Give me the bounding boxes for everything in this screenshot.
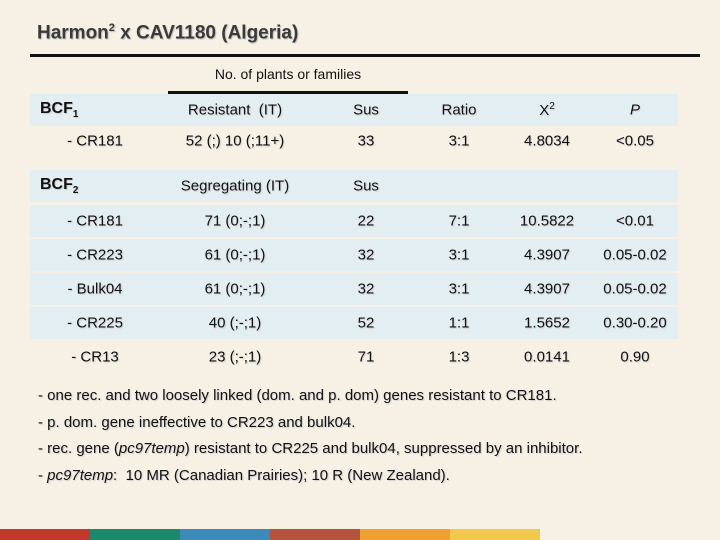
table-cell: 0.90 xyxy=(620,348,650,366)
row-label: - CR225 xyxy=(67,314,123,332)
slide-title: Harmon2 x CAV1180 (Algeria) xyxy=(37,22,298,44)
table-cell: 33 xyxy=(357,132,375,150)
footnote: - p. dom. gene ineffective to CR223 and … xyxy=(38,414,355,431)
row-label: - CR13 xyxy=(71,348,119,366)
table-cell: 0.05-0.02 xyxy=(603,280,667,298)
cell-text: X xyxy=(539,102,550,119)
cell-text: BCF xyxy=(40,175,73,193)
footnote: - rec. gene (pc97temp) resistant to CR22… xyxy=(38,440,582,457)
title-superscript: 2 xyxy=(108,22,115,34)
table-cell: 32 xyxy=(357,246,375,264)
cell-superscript: 2 xyxy=(549,101,555,112)
table-cell: Resistant (IT) xyxy=(187,101,283,119)
table-cell: 0.0141 xyxy=(524,348,570,366)
row-label: BCF2 xyxy=(40,176,78,196)
row-background xyxy=(30,205,678,237)
row-label: - CR223 xyxy=(67,246,123,264)
footnote-text: - one rec. and two loosely linked (dom. … xyxy=(38,387,557,404)
table-cell: P xyxy=(630,102,640,119)
footnote: - one rec. and two loosely linked (dom. … xyxy=(38,387,557,404)
row-background xyxy=(30,170,678,202)
table-cell: Sus xyxy=(353,177,379,195)
color-strip xyxy=(450,529,540,540)
table-cell: X2 xyxy=(539,101,555,119)
row-label: - Bulk04 xyxy=(67,280,123,298)
title-text: x CAV1180 (Algeria) xyxy=(114,22,299,44)
footnote-text: : 10 MR (Canadian Prairies); 10 R (New Z… xyxy=(113,467,450,484)
cell-text: BCF xyxy=(40,99,73,117)
footnote-term: pc97temp xyxy=(118,440,185,457)
table-cell: 22 xyxy=(357,212,375,230)
table-cell: 3:1 xyxy=(448,280,470,298)
table-cell: Ratio xyxy=(441,101,477,119)
table-cell: 71 xyxy=(357,348,375,366)
footnote-text: - xyxy=(38,467,48,484)
color-strip xyxy=(90,529,180,540)
table-cell: 40 (;-;1) xyxy=(208,314,262,332)
row-background xyxy=(30,307,678,339)
table-cell: 61 (0;-;1) xyxy=(204,280,266,298)
table-cell: 7:1 xyxy=(448,212,470,230)
table-cell: 61 (0;-;1) xyxy=(204,246,266,264)
table-cell: <0.01 xyxy=(616,212,654,230)
cell-text: P xyxy=(629,101,641,119)
cell-subscript: 2 xyxy=(72,185,79,197)
title-text: Harmon xyxy=(37,22,109,44)
table-cell: 10.5822 xyxy=(519,212,575,230)
table-cell: 52 (;) 10 (;11+) xyxy=(185,132,285,150)
row-label: - CR181 xyxy=(67,132,123,150)
table-cell: Segregating (IT) xyxy=(180,177,290,195)
table-cell: 71 (0;-;1) xyxy=(204,212,266,230)
table-cell: Sus xyxy=(353,101,379,119)
footnote-text: ) resistant to CR225 and bulk04, suppres… xyxy=(184,440,583,457)
title-rule xyxy=(30,54,700,57)
table-cell: 32 xyxy=(357,280,375,298)
row-label: BCF1 xyxy=(40,100,78,120)
table-cell: 1.5652 xyxy=(524,314,570,332)
row-background xyxy=(30,273,678,305)
table-cell: 0.05-0.02 xyxy=(603,246,667,264)
footnote: - pc97temp: 10 MR (Canadian Prairies); 1… xyxy=(38,467,450,484)
table-cell: 23 (;-;1) xyxy=(208,348,262,366)
table-cell: 52 xyxy=(357,314,375,332)
cell-subscript: 1 xyxy=(72,109,79,121)
table-cell: 4.3907 xyxy=(524,246,570,264)
table-cell: 3:1 xyxy=(448,132,470,150)
table-cell: 1:1 xyxy=(448,314,470,332)
footnote-text: - p. dom. gene ineffective to CR223 and … xyxy=(38,414,356,431)
table-cell: 1:3 xyxy=(448,348,470,366)
footnote-term: pc97temp xyxy=(47,467,114,484)
table-cell: <0.05 xyxy=(616,132,654,150)
header-rule xyxy=(168,91,408,94)
color-strip xyxy=(180,529,270,540)
footnote-text: - rec. gene ( xyxy=(38,440,119,457)
table-cell: 4.3907 xyxy=(524,280,570,298)
row-label: - CR181 xyxy=(67,212,123,230)
color-strip xyxy=(270,529,360,540)
color-strip xyxy=(360,529,450,540)
table-cell: 0.30-0.20 xyxy=(603,314,667,332)
table-cell: 4.8034 xyxy=(524,132,570,150)
row-background xyxy=(30,94,678,126)
group-header: No. of plants or families xyxy=(214,66,362,82)
table-cell: 3:1 xyxy=(448,246,470,264)
color-strip xyxy=(0,529,90,540)
row-background xyxy=(30,239,678,271)
